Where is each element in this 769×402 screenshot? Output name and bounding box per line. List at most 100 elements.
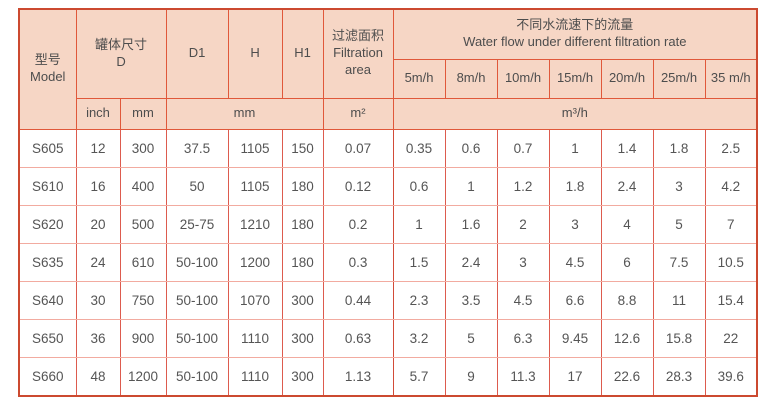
cell-area: 0.07: [322, 128, 394, 168]
cell-h: 1110: [227, 318, 283, 358]
cell-flow-35: 4.2: [704, 166, 758, 206]
cell-d1: 50-100: [165, 356, 229, 396]
cell-area: 0.44: [322, 280, 394, 320]
cell-flow-25: 11: [652, 280, 706, 320]
cell-d1: 50-100: [165, 280, 229, 320]
header-rate-35: 35 m/h: [704, 58, 758, 99]
cell-flow-25: 1.8: [652, 128, 706, 168]
cell-inch: 16: [75, 166, 121, 206]
header-filtration-en2: area: [345, 62, 372, 78]
cell-model: S605: [18, 128, 77, 168]
header-model: 型号 Model: [18, 8, 77, 130]
header-model-zh: 型号: [34, 52, 61, 68]
cell-flow-5: 0.35: [392, 128, 446, 168]
cell-d1: 25-75: [165, 204, 229, 244]
cell-flow-5: 1.5: [392, 242, 446, 282]
header-h: H: [227, 8, 283, 99]
cell-h1: 300: [281, 280, 324, 320]
cell-flow-35: 39.6: [704, 356, 758, 396]
cell-flow-8: 2.4: [444, 242, 498, 282]
table-row-s610: S610 16 400 50 1105 180 0.12 0.6 1 1.2 1…: [18, 166, 758, 206]
cell-flow-15: 6.6: [548, 280, 602, 320]
cell-flow-20: 22.6: [600, 356, 654, 396]
header-water-flow-zh: 不同水流速下的流量: [516, 17, 634, 33]
cell-flow-15: 17: [548, 356, 602, 396]
cell-model: S635: [18, 242, 77, 282]
cell-model: S610: [18, 166, 77, 206]
cell-flow-8: 3.5: [444, 280, 498, 320]
header-rate-8: 8m/h: [444, 58, 498, 99]
cell-flow-35: 2.5: [704, 128, 758, 168]
cell-flow-10: 0.7: [496, 128, 550, 168]
cell-flow-10: 6.3: [496, 318, 550, 358]
cell-flow-25: 15.8: [652, 318, 706, 358]
cell-flow-20: 6: [600, 242, 654, 282]
cell-mm: 1200: [119, 356, 167, 396]
cell-flow-5: 1: [392, 204, 446, 244]
cell-h: 1070: [227, 280, 283, 320]
cell-inch: 36: [75, 318, 121, 358]
cell-h1: 150: [281, 128, 324, 168]
cell-flow-10: 3: [496, 242, 550, 282]
cell-flow-35: 22: [704, 318, 758, 358]
cell-flow-35: 10.5: [704, 242, 758, 282]
unit-inch: inch: [75, 97, 121, 130]
cell-inch: 20: [75, 204, 121, 244]
header-rate-20: 20m/h: [600, 58, 654, 99]
cell-model: S650: [18, 318, 77, 358]
cell-flow-15: 1: [548, 128, 602, 168]
cell-h1: 180: [281, 166, 324, 206]
cell-flow-8: 0.6: [444, 128, 498, 168]
cell-h1: 180: [281, 204, 324, 244]
cell-area: 0.63: [322, 318, 394, 358]
cell-flow-5: 3.2: [392, 318, 446, 358]
cell-flow-25: 3: [652, 166, 706, 206]
cell-flow-20: 2.4: [600, 166, 654, 206]
header-rate-5: 5m/h: [392, 58, 446, 99]
cell-flow-15: 3: [548, 204, 602, 244]
cell-flow-10: 2: [496, 204, 550, 244]
cell-mm: 900: [119, 318, 167, 358]
cell-flow-25: 7.5: [652, 242, 706, 282]
header-tank-size-zh: 罐体尺寸: [95, 36, 148, 52]
cell-flow-5: 2.3: [392, 280, 446, 320]
cell-h: 1105: [227, 166, 283, 206]
cell-flow-25: 28.3: [652, 356, 706, 396]
cell-mm: 300: [119, 128, 167, 168]
cell-mm: 400: [119, 166, 167, 206]
header-rate-15: 15m/h: [548, 58, 602, 99]
table-row-s635: S635 24 610 50-100 1200 180 0.3 1.5 2.4 …: [18, 242, 758, 282]
cell-inch: 12: [75, 128, 121, 168]
header-water-flow-en: Water flow under different filtration ra…: [463, 34, 687, 50]
header-rate-10: 10m/h: [496, 58, 550, 99]
header-row-1: 型号 Model 罐体尺寸 D D1 H H1 过滤面积 Filtration …: [18, 8, 758, 130]
cell-area: 0.2: [322, 204, 394, 244]
header-filtration-en1: Filtration: [333, 45, 383, 61]
header-filtration-area: 过滤面积 Filtration area: [322, 8, 394, 99]
header-tank-size-en: D: [116, 53, 126, 69]
cell-mm: 500: [119, 204, 167, 244]
cell-area: 0.12: [322, 166, 394, 206]
cell-flow-20: 12.6: [600, 318, 654, 358]
cell-model: S620: [18, 204, 77, 244]
cell-flow-15: 1.8: [548, 166, 602, 206]
cell-h1: 180: [281, 242, 324, 282]
table-row-s620: S620 20 500 25-75 1210 180 0.2 1 1.6 2 3…: [18, 204, 758, 244]
header-model-en: Model: [30, 69, 66, 85]
cell-flow-10: 1.2: [496, 166, 550, 206]
table-row-s650: S650 36 900 50-100 1110 300 0.63 3.2 5 6…: [18, 318, 758, 358]
cell-inch: 24: [75, 242, 121, 282]
table-row-s660: S660 48 1200 50-100 1110 300 1.13 5.7 9 …: [18, 356, 758, 396]
cell-flow-10: 4.5: [496, 280, 550, 320]
cell-model: S640: [18, 280, 77, 320]
header-water-flow: 不同水流速下的流量 Water flow under different fil…: [392, 8, 758, 60]
table-row-s605: S605 12 300 37.5 1105 150 0.07 0.35 0.6 …: [18, 128, 758, 168]
cell-inch: 48: [75, 356, 121, 396]
header-filtration-zh: 过滤面积: [332, 28, 385, 44]
cell-flow-20: 4: [600, 204, 654, 244]
cell-h: 1210: [227, 204, 283, 244]
cell-area: 1.13: [322, 356, 394, 396]
cell-flow-8: 5: [444, 318, 498, 358]
spec-table-container: 型号 Model 罐体尺寸 D D1 H H1 过滤面积 Filtration …: [18, 8, 759, 397]
cell-d1: 50: [165, 166, 229, 206]
